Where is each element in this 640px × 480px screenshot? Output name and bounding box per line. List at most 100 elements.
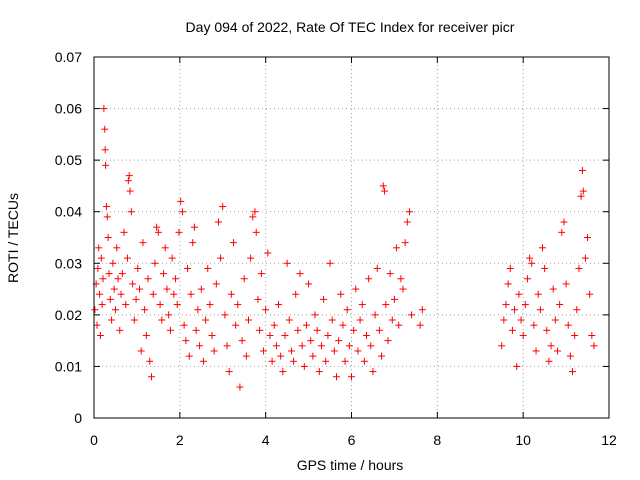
data-point	[416, 321, 424, 329]
data-point	[320, 295, 328, 303]
data-point	[523, 275, 531, 283]
data-point	[122, 301, 130, 309]
chart-title: Day 094 of 2022, Rate Of TEC Index for r…	[186, 19, 515, 35]
data-point	[513, 362, 521, 370]
data-point	[125, 172, 133, 180]
x-tick-label: 10	[515, 432, 531, 448]
data-point	[146, 357, 154, 365]
data-point	[254, 295, 262, 303]
data-point	[189, 239, 197, 247]
data-point	[118, 270, 126, 278]
data-point	[199, 357, 207, 365]
data-point	[124, 177, 132, 185]
data-point	[114, 275, 122, 283]
y-tick-label: 0.03	[55, 255, 82, 271]
data-point	[210, 347, 218, 355]
data-point	[371, 311, 379, 319]
data-point	[240, 275, 248, 283]
data-point	[519, 331, 527, 339]
data-point	[172, 275, 180, 283]
data-point	[399, 285, 407, 293]
data-point	[96, 331, 104, 339]
data-point	[530, 321, 538, 329]
data-point	[343, 306, 351, 314]
data-point	[335, 337, 343, 345]
data-point	[178, 208, 186, 216]
data-point	[543, 326, 551, 334]
data-point	[108, 316, 116, 324]
y-tick-label: 0.04	[55, 204, 82, 220]
data-point	[177, 197, 185, 205]
data-point	[249, 213, 257, 221]
data-point	[270, 321, 278, 329]
data-point	[556, 301, 564, 309]
data-point	[538, 244, 546, 252]
grid	[94, 57, 609, 418]
data-point	[339, 321, 347, 329]
data-point	[403, 218, 411, 226]
data-point	[123, 254, 131, 262]
data-point	[352, 285, 360, 293]
data-point	[560, 218, 568, 226]
data-point	[307, 337, 315, 345]
data-point	[126, 187, 134, 195]
data-point	[577, 192, 585, 200]
data-point	[500, 316, 508, 324]
data-point	[384, 337, 392, 345]
data-point	[103, 213, 111, 221]
data-point	[93, 321, 101, 329]
data-point	[315, 368, 323, 376]
data-point	[298, 342, 306, 350]
data-point	[202, 316, 210, 324]
y-axis-label: ROTI / TECUs	[5, 193, 21, 283]
data-point	[354, 347, 362, 355]
data-point	[252, 228, 260, 236]
x-tick-label: 4	[262, 432, 270, 448]
data-point	[227, 290, 235, 298]
data-point	[196, 342, 204, 350]
data-point	[515, 290, 523, 298]
data-point	[251, 208, 259, 216]
data-point	[365, 275, 373, 283]
data-point	[590, 342, 598, 350]
data-point	[158, 316, 166, 324]
data-point	[350, 326, 358, 334]
data-point	[144, 275, 152, 283]
data-point	[285, 316, 293, 324]
data-point	[97, 254, 105, 262]
data-point	[575, 264, 583, 272]
data-point	[113, 244, 121, 252]
data-point	[317, 342, 325, 350]
data-point	[180, 321, 188, 329]
data-point	[99, 275, 107, 283]
data-point	[290, 357, 298, 365]
data-point	[156, 301, 164, 309]
data-point	[578, 166, 586, 174]
data-point	[161, 244, 169, 252]
data-point	[266, 331, 274, 339]
data-point	[581, 254, 589, 262]
data-point	[101, 146, 109, 154]
data-point	[175, 228, 183, 236]
data-point	[105, 270, 113, 278]
data-point	[332, 373, 340, 381]
data-point	[139, 239, 147, 247]
data-point	[165, 311, 173, 319]
data-point	[109, 259, 117, 267]
data-point	[504, 280, 512, 288]
data-point	[521, 301, 529, 309]
data-point	[260, 347, 268, 355]
data-point	[242, 352, 250, 360]
x-axis-label: GPS time / hours	[297, 457, 404, 473]
data-point	[234, 301, 242, 309]
data-point	[185, 352, 193, 360]
y-tick-label: 0.07	[55, 49, 82, 65]
data-point	[153, 223, 161, 231]
data-point	[190, 223, 198, 231]
data-point	[160, 270, 168, 278]
data-point	[526, 254, 534, 262]
data-point	[236, 383, 244, 391]
data-point	[187, 290, 195, 298]
